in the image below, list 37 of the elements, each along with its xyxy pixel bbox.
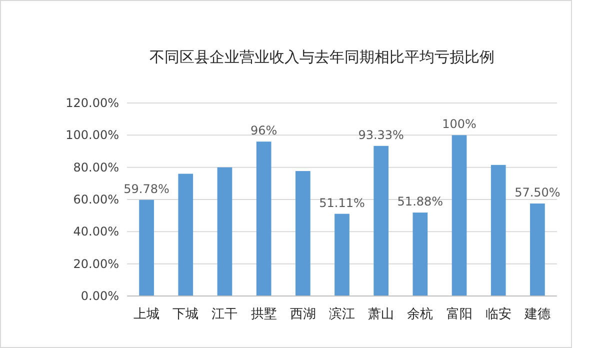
x-tick-label: 上城 [134,307,160,322]
y-tick-label: 20.00% [73,256,119,271]
y-tick-label: 80.00% [73,160,119,174]
y-tick-label: 0.00% [80,289,119,303]
x-tick-label: 拱墅 [250,307,277,322]
x-tick-label: 滨江 [329,306,355,322]
data-label: 93.33% [358,128,404,142]
bar [139,200,154,296]
bar [412,212,428,296]
x-tick-label: 萧山 [368,307,394,322]
x-tick-label: 江干 [212,307,238,322]
bar [334,214,350,296]
x-tick-label: 西湖 [290,307,316,322]
chart-title: 不同区县企业营业收入与去年同期相比平均亏损比例 [150,48,494,66]
bar [452,135,467,296]
data-label: 51.11% [319,196,365,210]
y-tick-label: 40.00% [73,224,119,239]
x-tick-label: 下城 [172,307,199,322]
x-tick-label: 余杭 [407,307,434,322]
x-tick-label: 临安 [485,306,512,322]
data-label: 57.50% [514,186,560,200]
bar [530,204,545,296]
bar [256,142,272,296]
y-tick-label: 60.00% [73,192,119,206]
bar [374,146,389,296]
y-tick-label: 120.00% [66,96,119,110]
bar [295,171,310,296]
bar [217,167,232,296]
data-label: 100% [442,117,476,132]
bar [178,174,194,296]
bar [490,164,506,296]
x-tick-label: 富阳 [446,306,472,322]
y-tick-label: 100.00% [66,128,119,142]
data-label: 96% [250,124,278,138]
x-tick-label: 建德 [523,307,550,322]
data-label: 51.88% [397,194,444,209]
data-label: 59.78% [124,182,170,196]
